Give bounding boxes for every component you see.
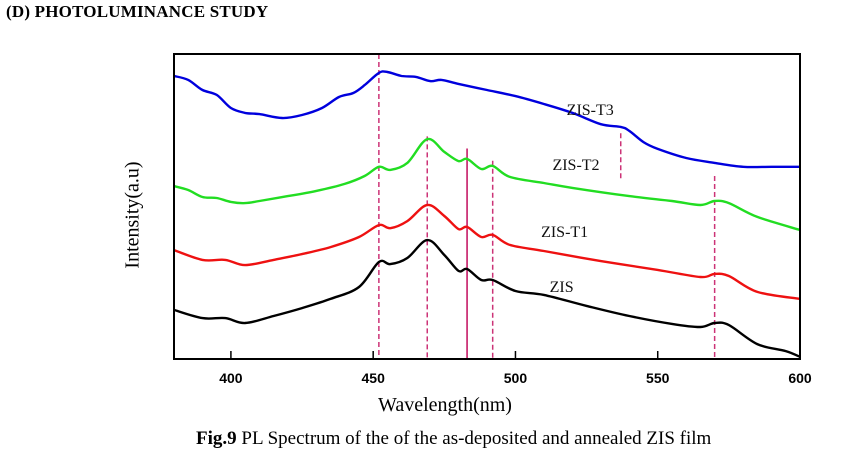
series-line-zis — [173, 238, 801, 359]
x-ticks: 400 450 500 550 600 — [219, 351, 812, 386]
x-axis-label: Wavelength(nm) — [378, 394, 512, 416]
figure-number: Fig.9 — [196, 428, 237, 449]
series-label-zis-t1: ZIS-T1 — [541, 224, 588, 241]
series-label-zis-t2: ZIS-T2 — [552, 157, 599, 174]
x-tick-label-400: 400 — [219, 370, 243, 386]
x-tick-label-600: 600 — [788, 370, 812, 386]
series-line-zis-t3 — [173, 70, 800, 169]
x-tick-label-550: 550 — [646, 370, 670, 386]
reference-lines — [378, 54, 716, 359]
series-labels: ZIS-T3 ZIS-T2 ZIS-T1 ZIS — [541, 102, 614, 296]
figure-caption: Fig.9 PL Spectrum of the of the as-depos… — [196, 428, 711, 450]
series-lines — [173, 70, 801, 359]
series-label-zis-t3: ZIS-T3 — [567, 102, 614, 119]
x-tick-label-500: 500 — [504, 370, 528, 386]
series-label-zis: ZIS — [550, 279, 574, 296]
series-line-zis-t1 — [173, 203, 801, 301]
section-heading: (D) PHOTOLUMINANCE STUDY — [6, 2, 269, 21]
y-axis-label: Intensity(a.u) — [121, 161, 144, 269]
caption-text: PL Spectrum of the of the as-deposited a… — [236, 428, 712, 449]
plot-frame — [173, 53, 801, 360]
series-line-zis-t2 — [173, 137, 801, 232]
x-tick-label-450: 450 — [362, 370, 386, 386]
